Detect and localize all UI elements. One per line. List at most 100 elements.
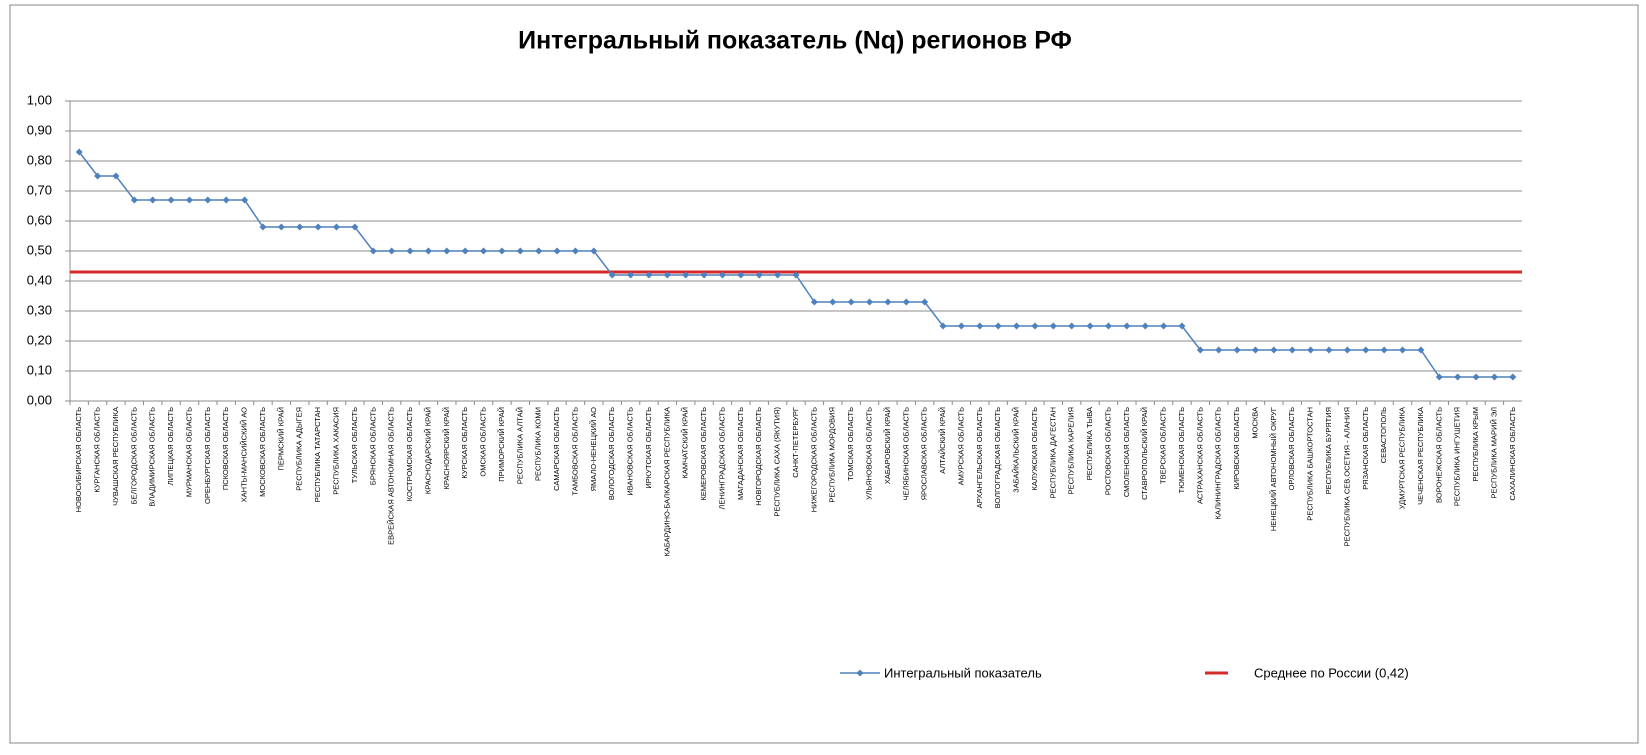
data-point <box>130 196 138 204</box>
x-tick-label: УДМУРТСКАЯ РЕСПУБЛИКА <box>1398 407 1407 509</box>
x-tick-label: ПРИМОРСКИЙ КРАЙ <box>497 407 506 482</box>
x-tick-label: НОВГОРОДСКАЯ ОБЛАСТЬ <box>754 407 763 506</box>
x-tick-label: КУРГАНСКАЯ ОБЛАСТЬ <box>93 407 102 493</box>
x-tick-label: ХАНТЫ-МАНСИЙСКИЙ АО <box>240 407 249 502</box>
x-tick-label: МАГАДАНСКАЯ ОБЛАСТЬ <box>736 407 745 500</box>
data-point <box>627 271 635 279</box>
data-point <box>1325 346 1333 354</box>
x-tick-label: САХАЛИНСКАЯ ОБЛАСТЬ <box>1508 407 1517 501</box>
data-point <box>277 223 285 231</box>
x-tick-label: ВОЛГОГРАДСКАЯ ОБЛАСТЬ <box>993 407 1002 508</box>
x-tick-label: ТОМСКАЯ ОБЛАСТЬ <box>846 407 855 481</box>
data-point <box>921 298 929 306</box>
data-point <box>810 298 818 306</box>
data-point <box>608 271 616 279</box>
data-point <box>333 223 341 231</box>
x-tick-label: РЕСПУБЛИКА ХАКАСИЯ <box>331 407 340 495</box>
x-tick-label: ПЕРМСКИЙ КРАЙ <box>276 407 285 470</box>
x-tick-label: КРАСНОДАРСКИЙ КРАЙ <box>423 407 432 494</box>
x-tick-label: АРХАНГЕЛЬСКАЯ ОБЛАСТЬ <box>975 407 984 508</box>
x-tick-label: РОСТОВСКАЯ ОБЛАСТЬ <box>1103 407 1112 495</box>
x-tick-label: ТУЛЬСКАЯ ОБЛАСТЬ <box>350 407 359 483</box>
x-tick-label: БЕЛГОРОДСКАЯ ОБЛАСТЬ <box>129 407 138 504</box>
x-tick-label: РЕСПУБЛИКА ДАГЕСТАН <box>1048 407 1057 498</box>
data-point <box>1454 373 1462 381</box>
data-point <box>718 271 726 279</box>
x-tick-label: РЕСПУБЛИКА МОРДОВИЯ <box>828 407 837 503</box>
data-point <box>222 196 230 204</box>
x-tick-label: РЕСПУБЛИКА АЛТАЙ <box>515 407 524 484</box>
x-tick-label: ОРЕНБУРГСКАЯ ОБЛАСТЬ <box>203 407 212 504</box>
data-point <box>994 322 1002 330</box>
data-point <box>1233 346 1241 354</box>
data-point <box>369 247 377 255</box>
x-tick-label: КАЛИНИНГРАДСКАЯ ОБЛАСТЬ <box>1214 407 1223 520</box>
y-tick-label: 0,10 <box>27 362 52 377</box>
data-point <box>241 196 249 204</box>
data-point <box>755 271 763 279</box>
data-point <box>1288 346 1296 354</box>
data-point <box>663 271 671 279</box>
x-tick-label: КЕМЕРОВСКАЯ ОБЛАСТЬ <box>699 407 708 501</box>
data-point <box>406 247 414 255</box>
x-tick-label: СМОЛЕНСКАЯ ОБЛАСТЬ <box>1122 407 1131 497</box>
data-point <box>1472 373 1480 381</box>
x-tick-label: ЕВРЕЙСКАЯ АВТОНОМНАЯ ОБЛАСТЬ <box>387 407 396 545</box>
y-tick-label: 0,00 <box>27 392 52 407</box>
x-tick-label: ИРКУТСКАЯ ОБЛАСТЬ <box>644 407 653 489</box>
x-tick-label: ЛИПЕЦКАЯ ОБЛАСТЬ <box>166 407 175 485</box>
data-point <box>1380 346 1388 354</box>
y-tick-label: 0,80 <box>27 152 52 167</box>
x-tick-label: ВОРОНЕЖСКАЯ ОБЛАСТЬ <box>1434 407 1443 503</box>
x-tick-label: РЕСПУБЛИКА ТЫВА <box>1085 407 1094 480</box>
x-tick-label: ТЮМЕНСКАЯ ОБЛАСТЬ <box>1177 407 1186 493</box>
x-tick-label: РЕСПУБЛИКА КАРЕЛИЯ <box>1067 407 1076 494</box>
x-tick-label: ХАБАРОВСКИЙ КРАЙ <box>883 407 892 484</box>
x-tick-label: САНКТ-ПЕТЕРБУРГ <box>791 407 800 478</box>
x-tick-label: РЕСПУБЛИКА МАРИЙ ЭЛ <box>1489 407 1498 499</box>
data-point <box>480 247 488 255</box>
data-point <box>535 247 543 255</box>
data-point <box>1123 322 1131 330</box>
data-point <box>884 298 892 306</box>
data-point <box>1490 373 1498 381</box>
data-point <box>774 271 782 279</box>
data-point <box>957 322 965 330</box>
x-tick-label: ИВАНОВСКАЯ ОБЛАСТЬ <box>626 407 635 496</box>
data-point <box>1362 346 1370 354</box>
data-point <box>682 271 690 279</box>
data-point <box>149 196 157 204</box>
data-point <box>498 247 506 255</box>
y-tick-label: 0,90 <box>27 122 52 137</box>
x-tick-label: КАБАРДИНО-БАЛКАРСКАЯ РЕСПУБЛИКА <box>662 407 671 556</box>
data-point <box>259 223 267 231</box>
data-point <box>351 223 359 231</box>
data-point <box>75 148 83 156</box>
data-point <box>204 196 212 204</box>
x-tick-label: ОРЛОВСКАЯ ОБЛАСТЬ <box>1287 407 1296 490</box>
data-point <box>1215 346 1223 354</box>
y-tick-label: 0,20 <box>27 332 52 347</box>
data-point <box>1399 346 1407 354</box>
x-tick-label: ЗАБАЙКАЛЬСКИЙ КРАЙ <box>1012 407 1021 493</box>
x-tick-label: МУРМАНСКАЯ ОБЛАСТЬ <box>184 407 193 497</box>
data-point <box>553 247 561 255</box>
x-tick-label: РЕСПУБЛИКА АДЫГЕЯ <box>295 407 304 491</box>
data-point <box>1343 346 1351 354</box>
data-point <box>700 271 708 279</box>
data-point <box>847 298 855 306</box>
data-point <box>1270 346 1278 354</box>
data-point <box>185 196 193 204</box>
x-tick-label: УЛЬЯНОВСКАЯ ОБЛАСТЬ <box>865 407 874 500</box>
chart-title: Интегральный показатель (Nq) регионов РФ <box>518 27 1072 55</box>
x-tick-label: РЕСПУБЛИКА КРЫМ <box>1471 407 1480 482</box>
data-point <box>461 247 469 255</box>
x-tick-label: ЧЕЧЕНСКАЯ РЕСПУБЛИКА <box>1416 407 1425 505</box>
x-tick-label: АЛТАЙСКИЙ КРАЙ <box>938 407 947 474</box>
data-point <box>1031 322 1039 330</box>
x-tick-label: КОСТРОМСКАЯ ОБЛАСТЬ <box>405 407 414 501</box>
data-point <box>737 271 745 279</box>
x-tick-label: САМАРСКАЯ ОБЛАСТЬ <box>552 407 561 491</box>
y-tick-label: 0,50 <box>27 242 52 257</box>
